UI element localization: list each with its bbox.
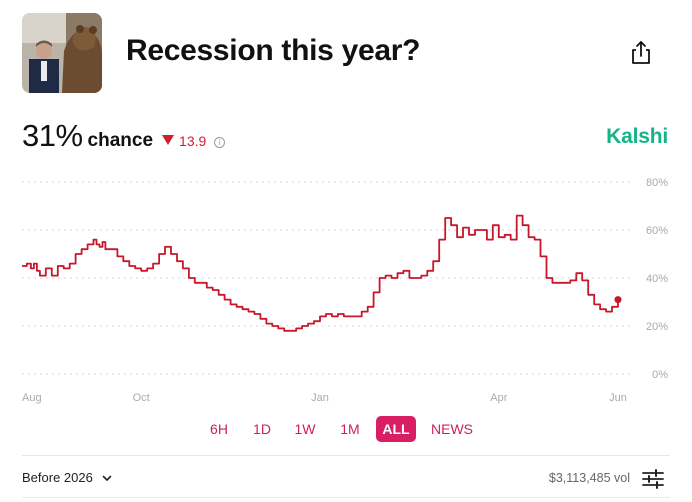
range-tab-news[interactable]: NEWS [431,421,473,437]
range-tab-1w[interactable]: 1W [294,421,316,437]
probability-chart-svg: 80% 60% 40% 20% 0% Aug Oct Jan Apr Jun [22,177,668,404]
sliders-icon [642,469,664,489]
range-tab-1m[interactable]: 1M [340,421,360,437]
chart-settings-button[interactable] [640,466,666,492]
range-tab-1d[interactable]: 1D [253,421,271,437]
divider [22,455,670,456]
probability-chart: 80% 60% 40% 20% 0% Aug Oct Jan Apr Jun [0,168,692,408]
volume-label: $3,113,485 vol [548,471,630,485]
y-tick-label: 60% [646,225,668,237]
x-tick-label: Apr [490,392,507,404]
x-tick-label: Jan [311,392,329,404]
info-icon[interactable]: i [214,137,226,148]
market-header: Recession this year? [0,0,692,110]
change-value: 13.9 [179,133,207,149]
y-tick-label: 20% [646,321,668,333]
market-title: Recession this year? [126,34,421,67]
brand-logo[interactable]: Kalshi [606,125,668,148]
x-tick-label: Jun [609,392,627,404]
probability-value: 31% [22,118,83,153]
range-tab-all[interactable]: ALL [376,416,416,442]
y-tick-label: 0% [652,369,668,381]
market-thumbnail [22,13,102,93]
probability-change: 13.9 [162,133,206,149]
share-button[interactable] [626,38,656,68]
outcome-selector-label: Before 2026 [22,470,93,485]
bottom-divider [22,497,670,498]
time-range-tabs: 6H 1D 1W 1M ALL NEWS [0,416,692,444]
down-triangle-icon [162,135,175,145]
probability-summary: 31% chance 13.9 i [22,118,226,158]
x-tick-label: Aug [22,392,42,404]
x-tick-label: Oct [133,392,150,404]
y-tick-label: 40% [646,273,668,285]
share-icon [632,41,650,64]
current-point-marker [614,296,622,304]
outcome-selector[interactable]: Before 2026 [22,470,113,485]
range-tab-6h[interactable]: 6H [210,421,228,437]
chance-label: chance [87,130,154,151]
market-footer: Before 2026 $3,113,485 vol [0,460,692,500]
series-line [22,214,619,332]
y-tick-label: 80% [646,177,668,189]
chevron-down-icon [102,475,112,481]
